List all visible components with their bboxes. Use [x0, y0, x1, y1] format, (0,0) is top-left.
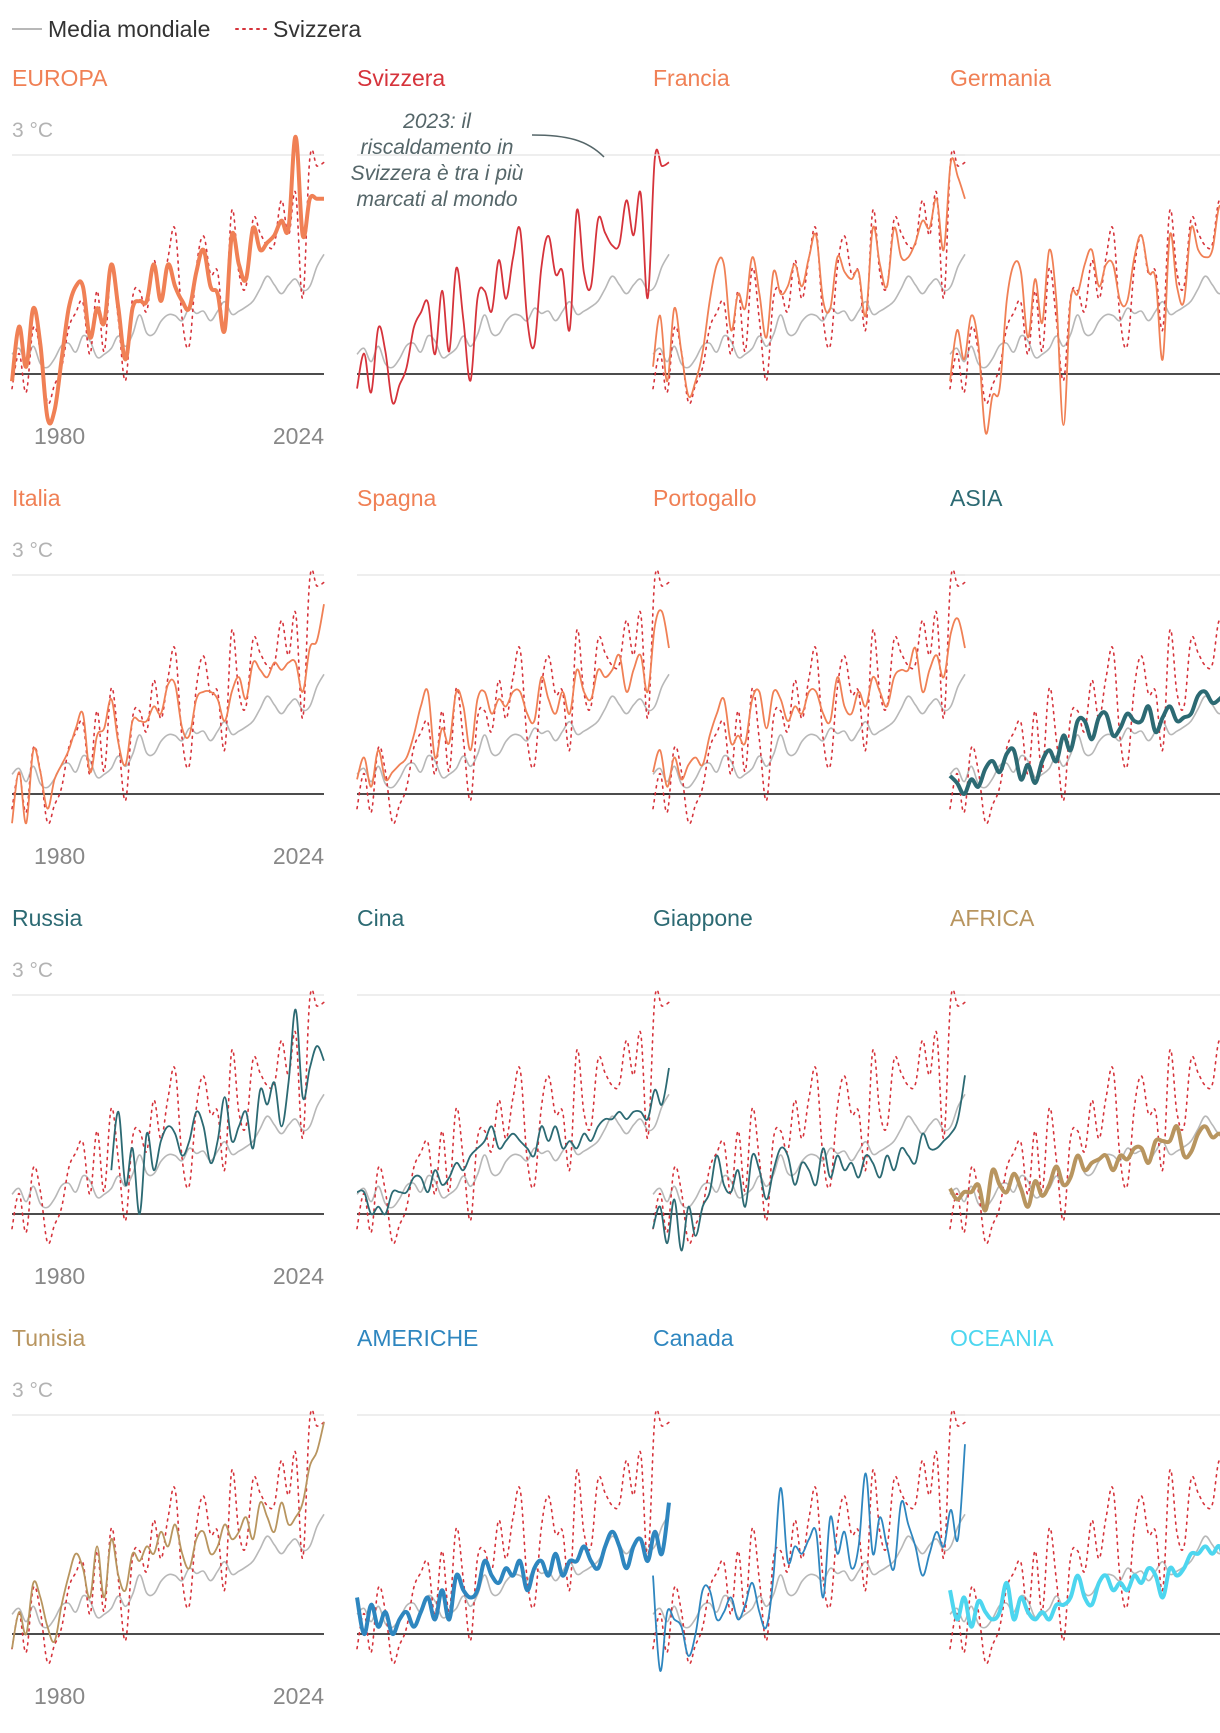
switzerland-reference-line: [949, 1459, 1220, 1665]
panel-italia: Italia 3 °C 1980 2024: [11, 485, 325, 869]
panel-title: Germania: [950, 65, 1051, 91]
annotation-line: marcati al mondo: [356, 188, 517, 211]
world-average-line: [356, 1093, 670, 1209]
year-label-end: 2024: [273, 1683, 324, 1709]
panel-africa: AFRICA: [948, 905, 1220, 1245]
world-average-line: [949, 275, 1220, 369]
panel-spagna: Spagna: [356, 485, 670, 825]
year-label-end: 2024: [273, 843, 324, 869]
panel-title: Italia: [12, 485, 61, 511]
series-line-germania: [949, 205, 1220, 435]
switzerland-reference-line: [356, 568, 670, 825]
world-average-line: [652, 1093, 966, 1209]
panel-russia: Russia 3 °C 1980 2024: [11, 905, 325, 1289]
y-unit-label: 3 °C: [12, 119, 53, 142]
panel-oceania: OCEANIA: [948, 1325, 1220, 1665]
panel-title: Spagna: [357, 485, 437, 511]
legend-label-world: Media mondiale: [48, 16, 210, 42]
panel-title: Cina: [357, 905, 405, 931]
series-line-canada: [652, 1444, 966, 1672]
panel-portogallo: Portogallo: [652, 485, 966, 825]
switzerland-reference-line: [356, 1408, 670, 1665]
panel-title: Russia: [12, 905, 83, 931]
world-average-line: [11, 673, 325, 789]
panel-title: Tunisia: [12, 1325, 85, 1351]
year-label-start: 1980: [34, 843, 85, 869]
panel-title: OCEANIA: [950, 1325, 1054, 1351]
y-unit-label: 3 °C: [12, 539, 53, 562]
series-line-africa: [948, 1124, 1220, 1213]
world-average-line: [949, 695, 1220, 789]
series-line-europa: [10, 134, 324, 426]
series-line-americhe: [355, 1502, 671, 1637]
world-average-line: [11, 1513, 325, 1629]
annotation-line: Svizzera è tra i più: [351, 162, 524, 185]
world-average-line: [11, 1093, 325, 1209]
year-label-start: 1980: [34, 1263, 85, 1289]
panel-americhe: AMERICHE: [355, 1325, 671, 1665]
year-label-end: 2024: [273, 423, 324, 449]
annotation: 2023: il riscaldamento in Svizzera è tra i…: [351, 110, 605, 211]
switzerland-reference-line: [11, 988, 325, 1245]
switzerland-reference-line: [11, 1408, 325, 1665]
panel-canada: Canada: [652, 1325, 966, 1672]
world-average-line: [652, 673, 966, 789]
series-line-spagna: [356, 609, 670, 788]
series-line-svizzera: [356, 148, 670, 405]
panel-title: Svizzera: [357, 65, 445, 91]
panel-title: ASIA: [950, 485, 1003, 511]
panel-giappone: Giappone: [652, 905, 966, 1252]
series-line-russia: [110, 1008, 325, 1215]
series-line-asia: [948, 689, 1220, 796]
switzerland-reference-line: [11, 568, 325, 825]
panel-europa: EUROPA 3 °C 1980 2024: [10, 65, 325, 449]
panel-germania: Germania: [949, 65, 1220, 435]
series-line-giappone: [652, 1075, 966, 1252]
series-line-tunisia: [11, 1422, 325, 1649]
switzerland-reference-line: [949, 199, 1220, 405]
panel-title: AMERICHE: [357, 1325, 478, 1351]
panel-title: Francia: [653, 65, 730, 91]
panel-title: Portogallo: [653, 485, 757, 511]
annotation-leader-line: [531, 134, 605, 158]
panel-svizzera: Svizzera 2023: il riscaldamento in Svizzera…: [351, 65, 670, 405]
year-label-start: 1980: [34, 423, 85, 449]
switzerland-reference-line: [949, 619, 1220, 825]
switzerland-reference-line: [652, 988, 966, 1245]
switzerland-reference-line: [652, 568, 966, 825]
panel-asia: ASIA: [948, 485, 1220, 825]
world-average-line: [652, 253, 966, 369]
panel-title: Canada: [653, 1325, 734, 1351]
switzerland-reference-line: [356, 988, 670, 1245]
year-label-end: 2024: [273, 1263, 324, 1289]
panel-tunisia: Tunisia 3 °C 1980 2024: [11, 1325, 325, 1709]
panel-francia: Francia: [652, 65, 966, 405]
panel-cina: Cina: [356, 905, 670, 1245]
panel-title: EUROPA: [12, 65, 108, 91]
switzerland-reference-line: [652, 1408, 966, 1665]
series-line-italia: [11, 604, 325, 825]
panel-title: Giappone: [653, 905, 753, 931]
legend-label-switzerland: Svizzera: [273, 16, 361, 42]
switzerland-reference-line: [949, 1039, 1220, 1245]
world-average-line: [356, 673, 670, 789]
series-line-portogallo: [652, 617, 966, 788]
series-line-francia: [652, 157, 966, 399]
annotation-line: riscaldamento in: [361, 136, 514, 159]
series-line-cina: [356, 1067, 670, 1216]
y-unit-label: 3 °C: [12, 959, 53, 982]
y-unit-label: 3 °C: [12, 1379, 53, 1402]
legend: Media mondiale Svizzera: [12, 16, 361, 42]
switzerland-reference-line: [11, 148, 325, 405]
series-line-oceania: [948, 1543, 1220, 1629]
year-label-start: 1980: [34, 1683, 85, 1709]
annotation-line: 2023: il: [402, 110, 472, 133]
world-average-line: [356, 253, 670, 369]
panel-title: AFRICA: [950, 905, 1035, 931]
